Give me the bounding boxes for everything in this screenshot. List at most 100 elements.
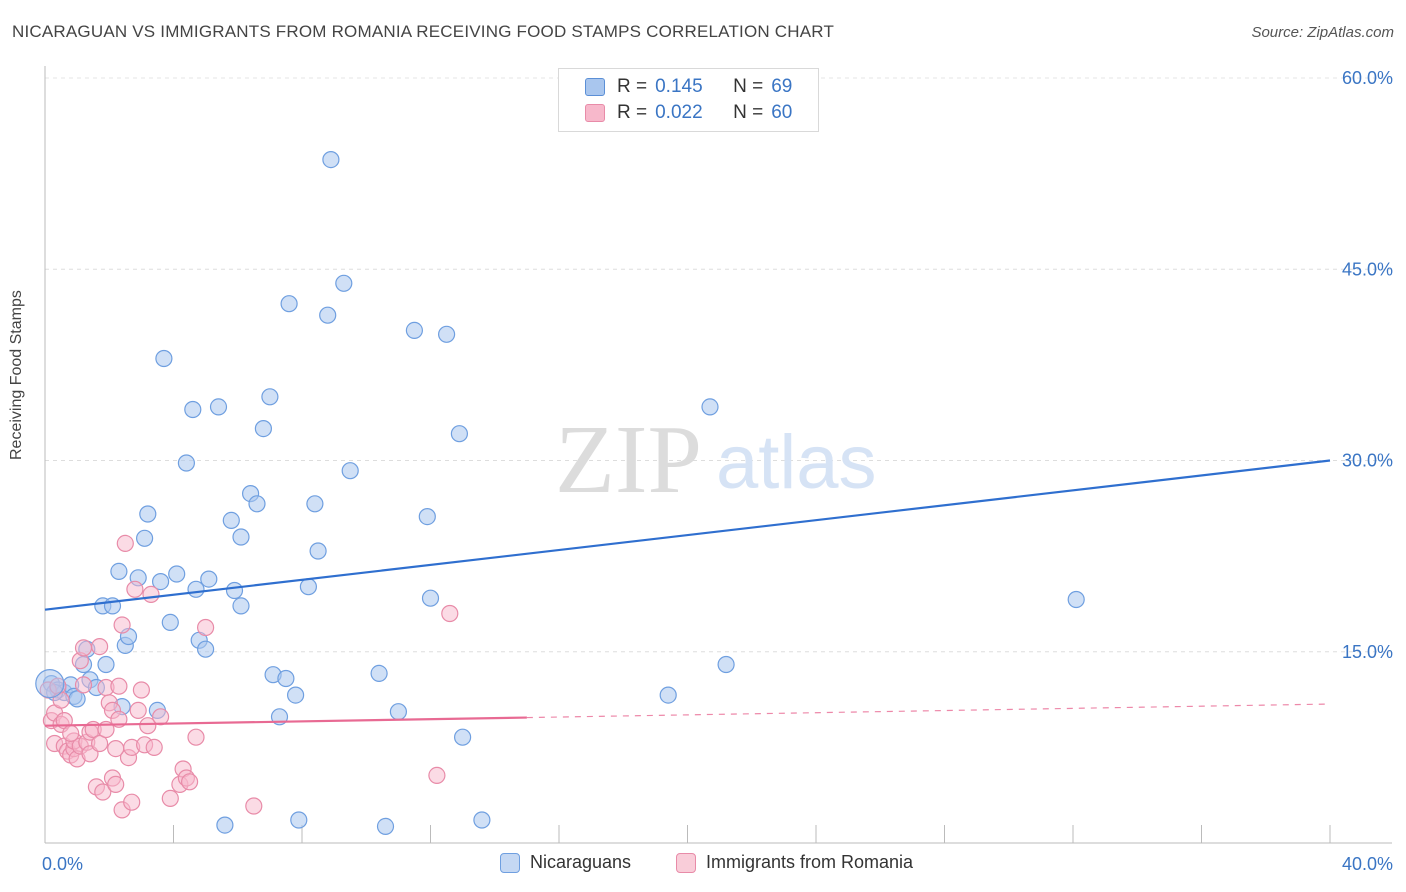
point-romania (197, 618, 215, 637)
point-nicaraguans (97, 655, 115, 674)
point-romania (74, 639, 93, 657)
legend-item-nicaraguans[interactable]: Nicaraguans (500, 852, 631, 873)
y-tick-label: 45.0% (1342, 259, 1393, 279)
point-nicaraguans (322, 151, 340, 169)
point-romania (132, 681, 150, 699)
point-romania (90, 734, 109, 753)
point-romania (94, 783, 112, 801)
y-axis-label: Receiving Food Stamps (8, 290, 25, 460)
point-nicaraguans (139, 505, 157, 523)
legend-swatch-nicaraguans (585, 78, 605, 96)
point-romania (90, 637, 109, 656)
point-nicaraguans (421, 589, 440, 607)
point-nicaraguans (306, 495, 324, 513)
point-romania (62, 724, 80, 743)
point-romania (152, 708, 170, 726)
points-layer (35, 151, 1085, 836)
point-nicaraguans (1067, 590, 1085, 609)
point-nicaraguans (287, 686, 305, 704)
trend-line-romania-extension (526, 703, 1331, 719)
point-romania (123, 793, 141, 811)
point-nicaraguans (659, 686, 677, 704)
point-nicaraguans (319, 306, 337, 324)
point-nicaraguans (341, 462, 359, 480)
legend-swatch-romania (585, 104, 605, 122)
point-romania (145, 738, 163, 757)
point-nicaraguans (299, 578, 317, 596)
point-romania (187, 728, 205, 746)
y-tick-label: 60.0% (1342, 68, 1393, 88)
point-nicaraguans (35, 668, 65, 699)
watermark-atlas: atlas (716, 420, 877, 505)
point-nicaraguans (418, 507, 436, 526)
point-nicaraguans (161, 613, 179, 632)
legend-row-romania: R = 0.022 N = 60 (585, 101, 792, 125)
watermark: ZIP atlas (555, 406, 877, 514)
point-romania (126, 580, 144, 598)
legend-r-label: R = (617, 102, 648, 123)
point-romania (129, 701, 147, 720)
point-nicaraguans (110, 562, 128, 581)
legend-label-nicaraguans: Nicaraguans (530, 852, 632, 872)
point-nicaraguans (389, 703, 407, 721)
point-romania (245, 797, 263, 815)
point-nicaraguans (168, 565, 186, 583)
point-nicaraguans (280, 295, 298, 313)
legend-label-romania: Immigrants from Romania (706, 852, 914, 872)
point-nicaraguans (473, 811, 491, 829)
point-nicaraguans (450, 425, 468, 443)
grid-layer (45, 77, 1392, 653)
point-romania (113, 616, 131, 634)
point-nicaraguans (209, 398, 228, 416)
legend-n-value: 69 (771, 76, 793, 97)
legend-r-label: R = (617, 76, 648, 97)
point-nicaraguans (277, 669, 295, 688)
legend-item-romania[interactable]: Immigrants from Romania (676, 852, 913, 873)
trend-layer (44, 459, 1331, 727)
point-nicaraguans (717, 655, 735, 674)
point-romania (139, 717, 157, 735)
point-nicaraguans (222, 511, 240, 530)
point-romania (116, 534, 134, 553)
axis-layer (44, 66, 1392, 844)
point-nicaraguans (232, 597, 250, 615)
point-nicaraguans (216, 816, 234, 834)
point-romania (107, 739, 125, 758)
legend-n-value: 60 (771, 102, 793, 123)
source-label: Source: ZipAtlas.com (1251, 24, 1394, 41)
trend-line-romania (44, 716, 527, 727)
point-nicaraguans (184, 400, 202, 419)
point-nicaraguans (290, 811, 308, 829)
point-romania (107, 775, 125, 794)
point-nicaraguans (248, 495, 266, 513)
legend-n-label: N = (733, 102, 764, 123)
correlation-legend: R = 0.145 N = 69 R = 0.022 N = 60 (558, 68, 819, 132)
point-romania (441, 604, 459, 623)
trend-line-nicaraguans (44, 459, 1331, 611)
point-nicaraguans (309, 542, 327, 560)
y-tick-label: 30.0% (1342, 451, 1393, 471)
point-nicaraguans (152, 572, 170, 591)
legend-n-label: N = (733, 76, 764, 97)
legend-swatch-romania (676, 852, 696, 873)
legend-swatch-nicaraguans (500, 852, 520, 873)
x-tick-label: 40.0% (1342, 854, 1393, 874)
point-nicaraguans (197, 640, 215, 658)
point-romania (181, 773, 199, 791)
point-romania (110, 677, 128, 695)
point-nicaraguans (370, 664, 388, 683)
point-nicaraguans (155, 349, 173, 368)
x-tick-label: 0.0% (42, 854, 83, 874)
point-nicaraguans (136, 529, 154, 547)
legend-r-value: 0.022 (655, 102, 703, 123)
point-nicaraguans (454, 728, 472, 746)
point-nicaraguans (261, 388, 279, 406)
point-nicaraguans (438, 325, 456, 343)
point-romania (161, 789, 179, 808)
point-romania (74, 676, 93, 694)
y-tick-label: 15.0% (1342, 642, 1393, 662)
point-romania (142, 585, 160, 604)
point-nicaraguans (177, 454, 195, 472)
point-nicaraguans (232, 528, 250, 546)
